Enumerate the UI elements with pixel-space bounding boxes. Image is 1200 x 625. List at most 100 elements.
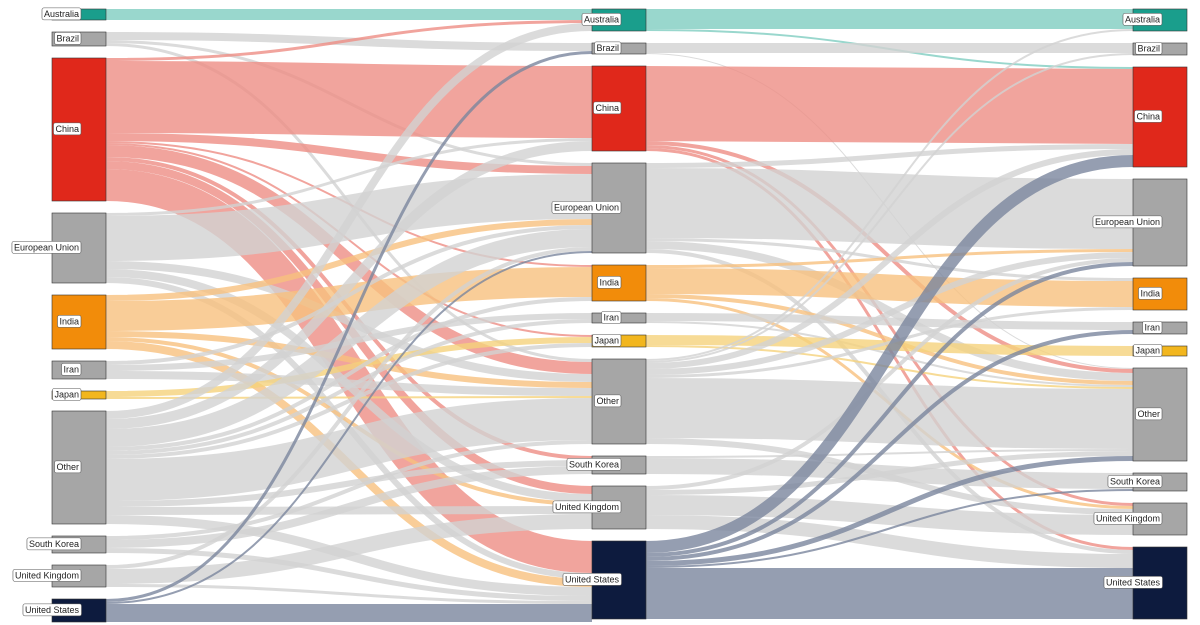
flow-link [645, 451, 1134, 495]
node-label: Other [56, 462, 79, 472]
label-background [581, 13, 622, 26]
label-background [1093, 512, 1163, 525]
label-background [1135, 407, 1163, 421]
flow-link [645, 345, 1134, 389]
node-label: United States [25, 605, 80, 615]
node-label: India [59, 316, 79, 326]
label-background [53, 122, 82, 136]
label-background [52, 388, 82, 401]
label-background [601, 311, 622, 324]
node-label: Iran [63, 364, 79, 374]
flow-link [645, 144, 1134, 168]
label-background [54, 460, 82, 474]
label-background [566, 458, 622, 471]
node-label: China [595, 103, 619, 113]
label-background [57, 315, 82, 328]
node-label: India [599, 277, 619, 287]
flow-link [105, 343, 593, 459]
label-background [61, 363, 82, 376]
flow-link [105, 319, 593, 455]
node-label: United Kingdom [15, 570, 79, 580]
flow-link [645, 155, 1134, 553]
label-background [26, 537, 82, 551]
node-label: Australia [44, 9, 79, 19]
label-background [1122, 13, 1163, 26]
node-label: United Kingdom [555, 502, 619, 512]
node-label: European Union [554, 202, 619, 212]
node-label: Brazil [56, 33, 79, 43]
flow-link [105, 466, 593, 548]
flow-link [105, 440, 593, 540]
flow-link [645, 330, 1134, 561]
flow-link [105, 169, 593, 573]
node-label: Japan [1135, 345, 1160, 355]
node-label: Iran [1144, 322, 1160, 332]
flow-link [105, 548, 593, 601]
flow-link [645, 313, 1134, 330]
node-label: European Union [1095, 217, 1160, 227]
flow-link [645, 307, 1134, 378]
flow-link [645, 252, 1134, 375]
node-label: India [1140, 288, 1160, 298]
flow-link [645, 53, 1134, 363]
label-background [1092, 215, 1163, 229]
flow-link [645, 489, 1134, 568]
flow-link [105, 225, 593, 365]
label-background [1133, 344, 1163, 357]
node-label: Japan [594, 335, 619, 345]
label-background [12, 569, 82, 582]
node-label: Japan [54, 389, 79, 399]
label-background [54, 32, 82, 45]
label-background [594, 41, 622, 55]
flow-link [105, 251, 593, 604]
flow-link [105, 371, 593, 396]
node-label: South Korea [569, 459, 619, 469]
flow-link [645, 258, 1134, 490]
flow-link [645, 294, 1134, 385]
flow-link [105, 229, 593, 447]
label-background [562, 573, 622, 586]
labels: Australia Brazil China European Union India I… [11, 7, 1163, 617]
flow-link [105, 337, 593, 506]
flow-link [105, 331, 593, 388]
node-label: United States [1106, 577, 1161, 587]
flow-link [105, 267, 593, 331]
node-label: Other [1137, 409, 1160, 419]
label-background [1103, 576, 1163, 589]
flow-link [105, 141, 593, 429]
links [105, 8, 1134, 623]
flow-link [645, 29, 1134, 361]
flow-link [105, 584, 593, 604]
node-label: Brazil [1137, 43, 1160, 53]
node-label: China [1136, 111, 1160, 121]
label-background [41, 7, 82, 21]
flow-link [105, 138, 593, 216]
flow-link [645, 449, 1134, 458]
flow-link [105, 219, 593, 301]
label-background [1107, 475, 1163, 488]
node-label: Brazil [596, 43, 619, 53]
flow-link [645, 378, 1134, 449]
label-background [1138, 287, 1163, 300]
flow-link [105, 261, 593, 382]
flow-link [105, 133, 593, 174]
flow-link [105, 20, 593, 61]
flow-link [105, 398, 593, 501]
node-label: United Kingdom [1096, 513, 1160, 523]
label-background [551, 201, 622, 214]
label-background [597, 276, 622, 289]
flow-link [645, 262, 1134, 557]
flow-link [105, 23, 593, 419]
node-label: China [55, 124, 79, 134]
label-background [593, 101, 622, 115]
node-label: Australia [584, 14, 619, 24]
node-label: South Korea [1110, 476, 1160, 486]
flow-link [105, 460, 593, 507]
label-background [594, 394, 622, 408]
flow-link [105, 247, 593, 569]
label-background [11, 241, 82, 254]
node-label: Australia [1125, 14, 1160, 24]
node-label: European Union [14, 242, 79, 252]
flow-link [105, 297, 593, 451]
